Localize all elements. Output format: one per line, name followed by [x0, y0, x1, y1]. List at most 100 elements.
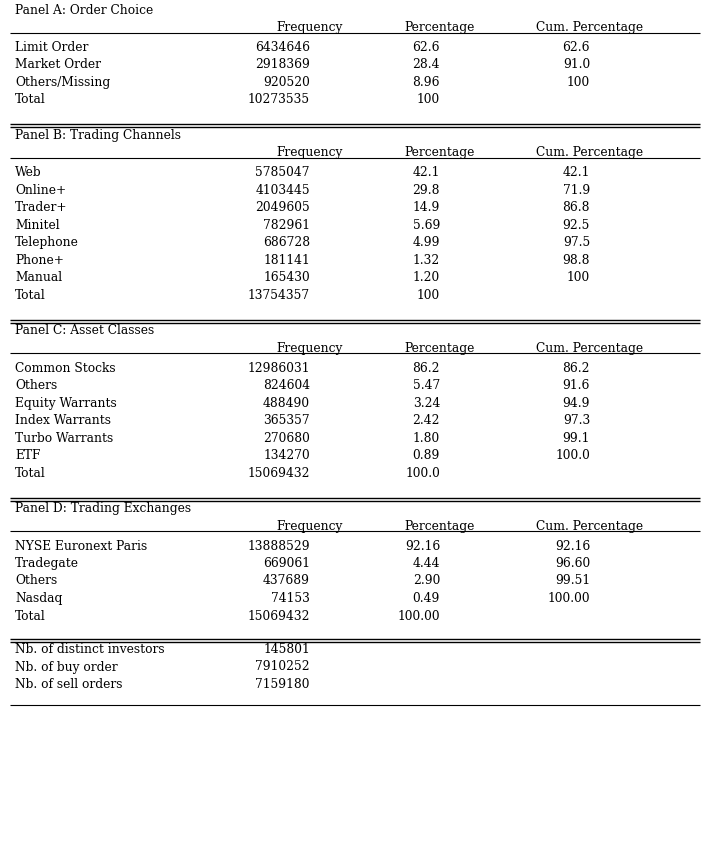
Text: 92.16: 92.16	[405, 539, 440, 553]
Text: 62.6: 62.6	[563, 41, 590, 54]
Text: 100: 100	[417, 93, 440, 106]
Text: Tradegate: Tradegate	[15, 557, 79, 570]
Text: 920520: 920520	[263, 76, 310, 89]
Text: 92.16: 92.16	[555, 539, 590, 553]
Text: Panel B: Trading Channels: Panel B: Trading Channels	[15, 129, 181, 142]
Text: 91.0: 91.0	[563, 58, 590, 71]
Text: Total: Total	[15, 288, 46, 302]
Text: 8.96: 8.96	[413, 76, 440, 89]
Text: Others/Missing: Others/Missing	[15, 76, 110, 89]
Text: 3.24: 3.24	[413, 397, 440, 410]
Text: Total: Total	[15, 467, 46, 479]
Text: 100.00: 100.00	[548, 592, 590, 605]
Text: 365357: 365357	[263, 414, 310, 427]
Text: 100: 100	[567, 76, 590, 89]
Text: Common Stocks: Common Stocks	[15, 362, 116, 374]
Text: Total: Total	[15, 610, 46, 622]
Text: Others: Others	[15, 379, 57, 392]
Text: 165430: 165430	[263, 272, 310, 284]
Text: Turbo Warrants: Turbo Warrants	[15, 431, 114, 445]
Text: Manual: Manual	[15, 272, 62, 284]
Text: 7910252: 7910252	[256, 660, 310, 674]
Text: 4.99: 4.99	[413, 236, 440, 249]
Text: Percentage: Percentage	[405, 146, 476, 160]
Text: 92.5: 92.5	[563, 219, 590, 232]
Text: 4103445: 4103445	[256, 183, 310, 197]
Text: 86.8: 86.8	[563, 201, 590, 214]
Text: 0.49: 0.49	[413, 592, 440, 605]
Text: Percentage: Percentage	[405, 341, 476, 355]
Text: Cum. Percentage: Cum. Percentage	[536, 341, 643, 355]
Text: 2.42: 2.42	[413, 414, 440, 427]
Text: 99.51: 99.51	[555, 574, 590, 588]
Text: 100: 100	[567, 272, 590, 284]
Text: 145801: 145801	[263, 643, 310, 656]
Text: Web: Web	[15, 167, 41, 179]
Text: 100.0: 100.0	[405, 467, 440, 479]
Text: Frequency: Frequency	[277, 146, 343, 160]
Text: 71.9: 71.9	[563, 183, 590, 197]
Text: Equity Warrants: Equity Warrants	[15, 397, 117, 410]
Text: 97.5: 97.5	[563, 236, 590, 249]
Text: 100.00: 100.00	[398, 610, 440, 622]
Text: 96.60: 96.60	[555, 557, 590, 570]
Text: 74153: 74153	[271, 592, 310, 605]
Text: 686728: 686728	[263, 236, 310, 249]
Text: 14.9: 14.9	[413, 201, 440, 214]
Text: 488490: 488490	[263, 397, 310, 410]
Text: 29.8: 29.8	[413, 183, 440, 197]
Text: Nb. of sell orders: Nb. of sell orders	[15, 678, 123, 691]
Text: 28.4: 28.4	[413, 58, 440, 71]
Text: 5.47: 5.47	[413, 379, 440, 392]
Text: 2.90: 2.90	[413, 574, 440, 588]
Text: Panel D: Trading Exchanges: Panel D: Trading Exchanges	[15, 502, 191, 516]
Text: 824604: 824604	[263, 379, 310, 392]
Text: Index Warrants: Index Warrants	[15, 414, 111, 427]
Text: 98.8: 98.8	[563, 254, 590, 267]
Text: 437689: 437689	[263, 574, 310, 588]
Text: Panel A: Order Choice: Panel A: Order Choice	[15, 3, 154, 17]
Text: 99.1: 99.1	[563, 431, 590, 445]
Text: Online+: Online+	[15, 183, 66, 197]
Text: 97.3: 97.3	[563, 414, 590, 427]
Text: Frequency: Frequency	[277, 520, 343, 532]
Text: 7159180: 7159180	[256, 678, 310, 691]
Text: Nasdaq: Nasdaq	[15, 592, 62, 605]
Text: Market Order: Market Order	[15, 58, 101, 71]
Text: 42.1: 42.1	[563, 167, 590, 179]
Text: 1.32: 1.32	[413, 254, 440, 267]
Text: 669061: 669061	[263, 557, 310, 570]
Text: 6434646: 6434646	[255, 41, 310, 54]
Text: Others: Others	[15, 574, 57, 588]
Text: 13888529: 13888529	[247, 539, 310, 553]
Text: NYSE Euronext Paris: NYSE Euronext Paris	[15, 539, 147, 553]
Text: 15069432: 15069432	[248, 610, 310, 622]
Text: 2918369: 2918369	[255, 58, 310, 71]
Text: Cum. Percentage: Cum. Percentage	[536, 146, 643, 160]
Text: Percentage: Percentage	[405, 520, 476, 532]
Text: 86.2: 86.2	[563, 362, 590, 374]
Text: 100: 100	[417, 288, 440, 302]
Text: Percentage: Percentage	[405, 21, 476, 34]
Text: Trader+: Trader+	[15, 201, 68, 214]
Text: Limit Order: Limit Order	[15, 41, 89, 54]
Text: 91.6: 91.6	[563, 379, 590, 392]
Text: Total: Total	[15, 93, 46, 106]
Text: 4.44: 4.44	[413, 557, 440, 570]
Text: ETF: ETF	[15, 449, 41, 462]
Text: 782961: 782961	[263, 219, 310, 232]
Text: 42.1: 42.1	[413, 167, 440, 179]
Text: Frequency: Frequency	[277, 21, 343, 34]
Text: Phone+: Phone+	[15, 254, 64, 267]
Text: 5.69: 5.69	[413, 219, 440, 232]
Text: 10273535: 10273535	[248, 93, 310, 106]
Text: Nb. of distinct investors: Nb. of distinct investors	[15, 643, 165, 656]
Text: 181141: 181141	[263, 254, 310, 267]
Text: Cum. Percentage: Cum. Percentage	[536, 21, 643, 34]
Text: Panel C: Asset Classes: Panel C: Asset Classes	[15, 325, 154, 337]
Text: 2049605: 2049605	[255, 201, 310, 214]
Text: 270680: 270680	[263, 431, 310, 445]
Text: 1.20: 1.20	[413, 272, 440, 284]
Text: 100.0: 100.0	[555, 449, 590, 462]
Text: Cum. Percentage: Cum. Percentage	[536, 520, 643, 532]
